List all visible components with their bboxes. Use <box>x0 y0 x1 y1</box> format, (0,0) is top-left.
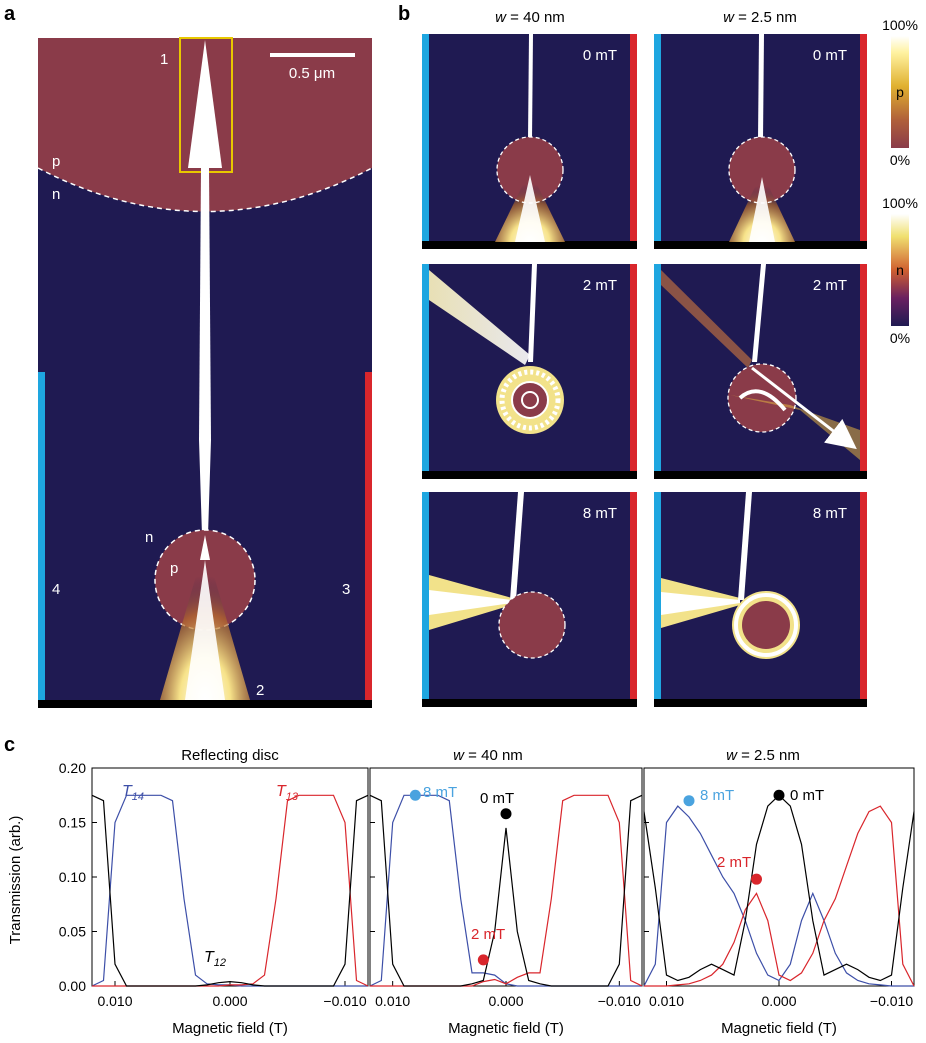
marker-label-2mT-c3: 2 mT <box>717 854 751 871</box>
panel-label-b: b <box>398 3 410 25</box>
deflection-arrow <box>751 366 857 450</box>
panel-a: 0.5 μm 1 p n n p 4 3 2 <box>37 37 373 708</box>
x-tick-label-1-0: 0.010 <box>375 993 410 1009</box>
x-tick-label-0-0: 0.010 <box>97 993 132 1009</box>
disc-p-label: p <box>170 560 178 577</box>
series-T13-0 <box>92 794 369 987</box>
field-label-2mT-a: 2 mT <box>583 277 617 294</box>
marker-dot-1-0 <box>409 789 421 801</box>
col-title-2p5nm: w = 2.5 nm <box>723 9 797 26</box>
marker-label-8mT-c3: 8 mT <box>700 787 734 804</box>
x-tick-label-1-2: −0.010 <box>598 993 641 1009</box>
chart-title-2p5nm: w = 2.5 nm <box>726 747 800 764</box>
marker-label-0mT-c2: 0 mT <box>480 790 514 807</box>
disc-n-label: n <box>145 529 153 546</box>
marker-label-0mT-c3: 0 mT <box>790 787 824 804</box>
x-axis-label-2: Magnetic field (T) <box>721 1020 837 1037</box>
colorbar-n: 100% n 0% <box>882 195 918 346</box>
marker-dot-2-1 <box>773 789 785 801</box>
disc-border <box>154 529 256 631</box>
series-T12-2 <box>643 794 915 982</box>
n-label: n <box>52 186 60 203</box>
field-label-0mT-a: 0 mT <box>583 47 617 64</box>
colorbar-p-bottom: 0% <box>890 152 910 168</box>
lead-3-bar <box>365 372 372 702</box>
colorbar-n-label: n <box>896 262 904 278</box>
y-tick-label-2: 0.10 <box>59 869 86 885</box>
x-tick-label-0-1: 0.000 <box>212 993 247 1009</box>
field-label-8mT-a: 8 mT <box>583 505 617 522</box>
lead-4-label: 4 <box>52 581 60 598</box>
marker-dot-1-2 <box>477 954 489 966</box>
y-tick-label-3: 0.15 <box>59 815 86 831</box>
beam-channel <box>199 168 211 535</box>
marker-label-2mT-c2: 2 mT <box>471 926 505 943</box>
series-T13-2 <box>644 805 915 987</box>
tile-40nm-2mT: 2 mT <box>422 264 637 479</box>
y-axis-label: Transmission (arb.) <box>7 816 24 945</box>
colorbar-n-bottom: 0% <box>890 330 910 346</box>
y-tick-label-4: 0.20 <box>59 760 86 776</box>
tile-40nm-8mT: 8 mT <box>422 492 637 707</box>
p-label: p <box>52 153 60 170</box>
series-T13-1 <box>370 794 643 987</box>
series-T12-0 <box>91 794 369 987</box>
field-label-8mT-b: 8 mT <box>813 505 847 522</box>
x-axis-label-0: Magnetic field (T) <box>172 1020 288 1037</box>
tile-2p5nm-2mT: 2 mT <box>654 264 867 479</box>
x-tick-label-0-2: −0.010 <box>323 993 366 1009</box>
scale-bar-label: 0.5 μm <box>289 65 335 82</box>
tile-2p5nm-0mT: 0 mT <box>654 34 867 249</box>
tile-2p5nm-8mT: 8 mT <box>654 492 867 707</box>
marker-dot-1-1 <box>500 808 512 820</box>
marker-dot-2-0 <box>683 795 695 807</box>
tile-40nm-0mT: 0 mT <box>422 34 637 249</box>
x-tick-label-2-1: 0.000 <box>761 993 796 1009</box>
chart-title-40nm: w = 40 nm <box>453 747 523 764</box>
x-tick-label-2-2: −0.010 <box>870 993 913 1009</box>
fan-core <box>185 560 225 700</box>
x-axis-label-1: Magnetic field (T) <box>448 1020 564 1037</box>
lead-1-label: 1 <box>160 51 168 68</box>
lead1-beam <box>188 40 222 168</box>
legend-t14: T14 <box>122 783 144 803</box>
colorbar-p-top: 100% <box>882 17 918 33</box>
field-label-2mT-b: 2 mT <box>813 277 847 294</box>
field-label-0mT-b: 0 mT <box>813 47 847 64</box>
panel-label-c: c <box>4 734 15 756</box>
y-tick-label-0: 0.00 <box>59 978 86 994</box>
chart-title-reflecting: Reflecting disc <box>181 747 279 764</box>
scale-bar <box>270 53 355 57</box>
col-title-40nm: w = 40 nm <box>495 9 565 26</box>
transmission-charts: 0.00 0.05 0.10 0.15 0.20 0.010 0.000 −0.010 Magn… <box>59 760 915 1037</box>
series-T14-1 <box>369 794 642 987</box>
marker-label-8mT-c2: 8 mT <box>423 784 457 801</box>
lead-4-bar <box>38 372 45 702</box>
y-tick-label-1: 0.05 <box>59 924 86 940</box>
x-tick-label-2-0: 0.010 <box>649 993 684 1009</box>
lead-3-label: 3 <box>342 581 350 598</box>
x-tick-label-1-1: 0.000 <box>488 993 523 1009</box>
lead-2-bar <box>38 700 372 708</box>
colorbar-p: 100% p 0% <box>882 17 918 168</box>
lead-2-label: 2 <box>256 682 264 699</box>
legend-t13: T13 <box>276 783 299 803</box>
legend-t12: T12 <box>204 949 226 969</box>
panel-label-a: a <box>4 3 16 25</box>
series-T14-2 <box>643 805 914 987</box>
marker-dot-2-2 <box>751 873 762 885</box>
series-T12-1 <box>369 794 643 987</box>
colorbar-n-top: 100% <box>882 195 918 211</box>
series-T14-0 <box>91 794 368 987</box>
colorbar-p-label: p <box>896 84 904 100</box>
